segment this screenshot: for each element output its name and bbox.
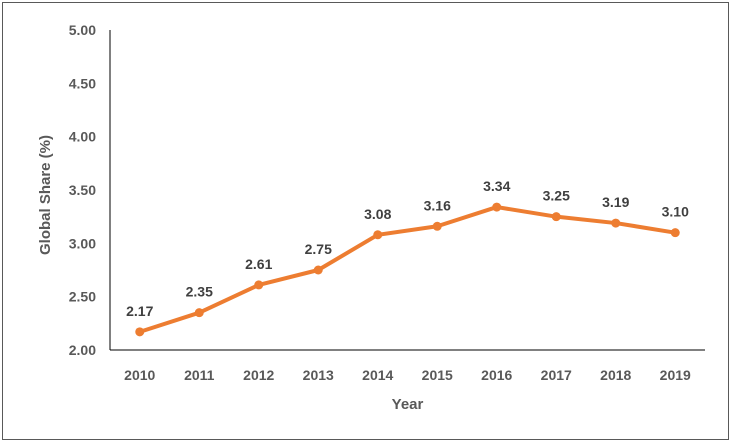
data-point <box>670 228 680 238</box>
x-axis-title: Year <box>392 396 424 413</box>
y-tick-label: 2.00 <box>69 342 96 358</box>
chart-frame <box>2 2 729 440</box>
data-label: 2.17 <box>126 303 153 319</box>
x-tick-label: 2013 <box>303 367 334 383</box>
y-axis-title: Global Share (%) <box>37 135 54 255</box>
x-tick-labels: 2010 2011 2012 2013 2014 2015 2016 2017 2018 2019 <box>124 367 691 383</box>
series-line <box>137 205 678 334</box>
x-tick-label: 2015 <box>422 367 453 383</box>
data-point <box>254 280 264 290</box>
data-point <box>492 202 502 212</box>
data-point <box>313 265 323 275</box>
data-point <box>551 212 561 222</box>
series-layer <box>137 205 678 334</box>
x-tick-label: 2012 <box>243 367 274 383</box>
x-tick-label: 2017 <box>541 367 572 383</box>
data-point <box>611 218 621 228</box>
x-tick-label: 2018 <box>600 367 631 383</box>
y-tick-label: 3.00 <box>69 235 96 251</box>
y-tick-label: 2.50 <box>69 289 96 305</box>
y-tick-label: 5.00 <box>69 22 96 38</box>
data-point <box>432 221 442 231</box>
y-tick-label: 3.50 <box>69 182 96 198</box>
data-label: 3.10 <box>662 204 689 220</box>
data-point <box>135 327 145 337</box>
y-tick-label: 4.50 <box>69 75 96 91</box>
data-label: 2.75 <box>305 241 332 257</box>
y-tick-label: 4.00 <box>69 129 96 145</box>
data-label: 3.19 <box>602 194 629 210</box>
x-tick-label: 2019 <box>660 367 691 383</box>
y-tick-labels: 2.00 2.50 3.00 3.50 4.00 4.50 5.00 <box>69 22 96 358</box>
data-labels: 2.17 2.35 2.61 2.75 3.08 3.16 3.34 3.25 3.19 3.10 <box>126 178 689 319</box>
data-label: 3.16 <box>424 197 451 213</box>
axes <box>109 30 705 351</box>
data-points <box>135 202 680 337</box>
data-label: 2.35 <box>186 284 213 300</box>
x-tick-label: 2016 <box>481 367 512 383</box>
data-point <box>373 230 383 240</box>
data-point <box>194 308 204 318</box>
x-tick-label: 2010 <box>124 367 155 383</box>
data-label: 3.34 <box>483 178 510 194</box>
data-label: 3.08 <box>364 206 391 222</box>
x-tick-label: 2014 <box>362 367 393 383</box>
x-tick-label: 2011 <box>184 367 215 383</box>
data-label: 2.61 <box>245 256 272 272</box>
data-label: 3.25 <box>543 188 570 204</box>
